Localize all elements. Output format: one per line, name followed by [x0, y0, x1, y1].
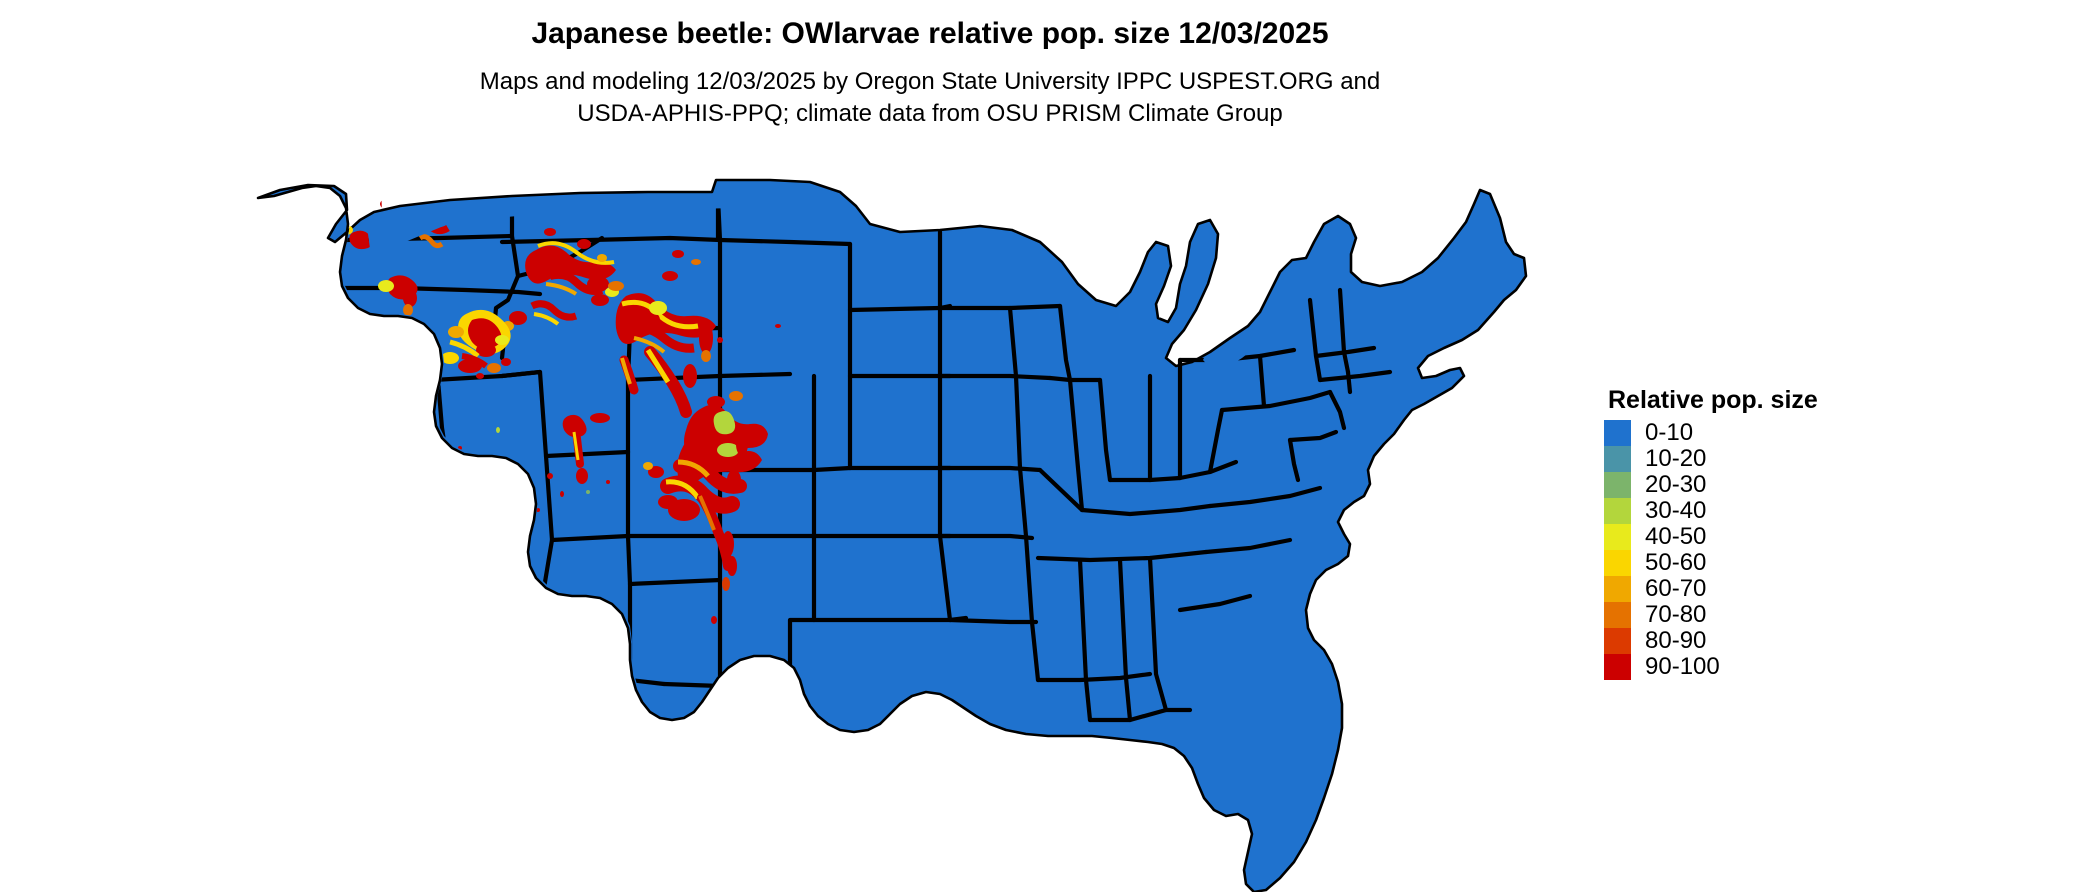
legend-item-50-60: 50-60: [1604, 550, 1904, 576]
hotspot-idaho-central: [441, 309, 511, 373]
legend-swatch: [1604, 550, 1631, 576]
subtitle-line-2: USDA-APHIS-PPQ; climate data from OSU PR…: [577, 100, 1283, 127]
legend-swatch: [1604, 628, 1631, 654]
map-legend: Relative pop. size 0-10 10-20 20-30 30-40 40…: [1604, 386, 1904, 680]
legend-rows: 0-10 10-20 20-30 30-40 40-50 50-60 60-70 70-80 8…: [1604, 420, 1904, 680]
legend-item-30-40: 30-40: [1604, 498, 1904, 524]
legend-item-70-80: 70-80: [1604, 602, 1904, 628]
legend-item-0-10: 0-10: [1604, 420, 1904, 446]
legend-swatch: [1604, 602, 1631, 628]
legend-title: Relative pop. size: [1608, 386, 1818, 414]
legend-label: 50-60: [1645, 549, 1707, 576]
page-subtitle: Maps and modeling 12/03/2025 by Oregon S…: [0, 66, 1860, 130]
legend-swatch: [1604, 498, 1631, 524]
page-title: Japanese beetle: OWlarvae relative pop. …: [531, 17, 1329, 50]
legend-swatch: [1604, 472, 1631, 498]
legend-swatch: [1604, 576, 1631, 602]
legend-swatch: [1604, 524, 1631, 550]
legend-label: 60-70: [1645, 575, 1707, 602]
legend-label: 80-90: [1645, 627, 1707, 654]
us-map-svg: [256, 178, 1528, 892]
hotspot-utah-wasatch: [562, 413, 610, 484]
legend-item-80-90: 80-90: [1604, 628, 1904, 654]
legend-label: 10-20: [1645, 445, 1707, 472]
legend-item-60-70: 60-70: [1604, 576, 1904, 602]
subtitle-line-1: Maps and modeling 12/03/2025 by Oregon S…: [479, 68, 1381, 95]
hotspot-sierra-nevada: [451, 476, 518, 581]
legend-swatch: [1604, 420, 1631, 446]
legend-item-40-50: 40-50: [1604, 524, 1904, 550]
legend-item-90-100: 90-100: [1604, 654, 1904, 680]
hotspot-idaho-bitterroot: [502, 241, 619, 331]
hotspot-yellowstone-teton: [591, 271, 716, 418]
hotspot-colorado-rockies: [643, 391, 768, 591]
legend-label: 40-50: [1645, 523, 1707, 550]
legend-label: 30-40: [1645, 497, 1707, 524]
legend-label: 70-80: [1645, 601, 1707, 628]
legend-swatch: [1604, 654, 1631, 680]
legend-swatch: [1604, 446, 1631, 472]
title-block: Japanese beetle: OWlarvae relative pop. …: [0, 16, 1860, 130]
hotspot-montana-ranges: [544, 228, 701, 265]
legend-label: 90-100: [1645, 653, 1720, 680]
legend-item-10-20: 10-20: [1604, 446, 1904, 472]
choropleth-map: [250, 178, 1590, 892]
legend-label: 20-30: [1645, 471, 1707, 498]
hotspot-olympic-rainier: [339, 225, 418, 316]
legend-label: 0-10: [1645, 419, 1694, 446]
legend-item-20-30: 20-30: [1604, 472, 1904, 498]
